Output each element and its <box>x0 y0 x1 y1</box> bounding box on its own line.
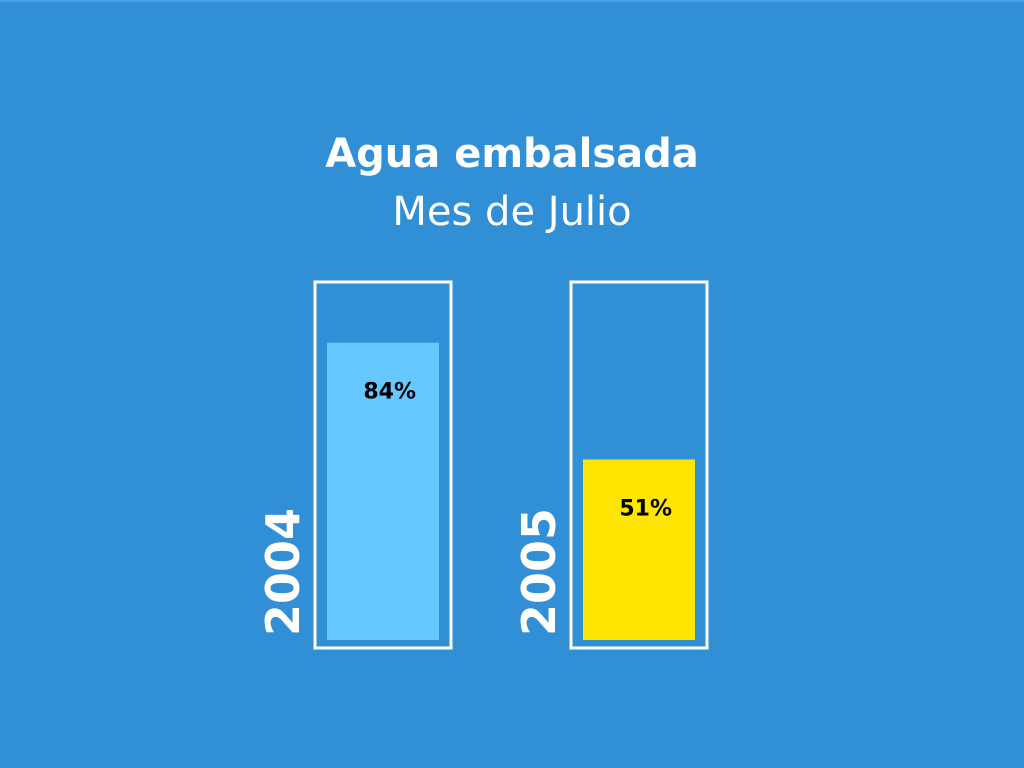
category-label-2005: 2005 <box>512 508 566 636</box>
value-label-2005: 51% <box>619 496 672 521</box>
top-border <box>0 0 1024 2</box>
bar-2005 <box>583 459 695 640</box>
bar-container-2004 <box>313 280 453 650</box>
value-label-2004: 84% <box>363 380 416 405</box>
category-label-2004: 2004 <box>256 508 310 636</box>
chart-subtitle: Mes de Julio <box>392 189 632 235</box>
chart-title: Agua embalsada <box>325 131 699 177</box>
bar-container-2005 <box>569 280 709 650</box>
bar-2004 <box>327 342 439 640</box>
